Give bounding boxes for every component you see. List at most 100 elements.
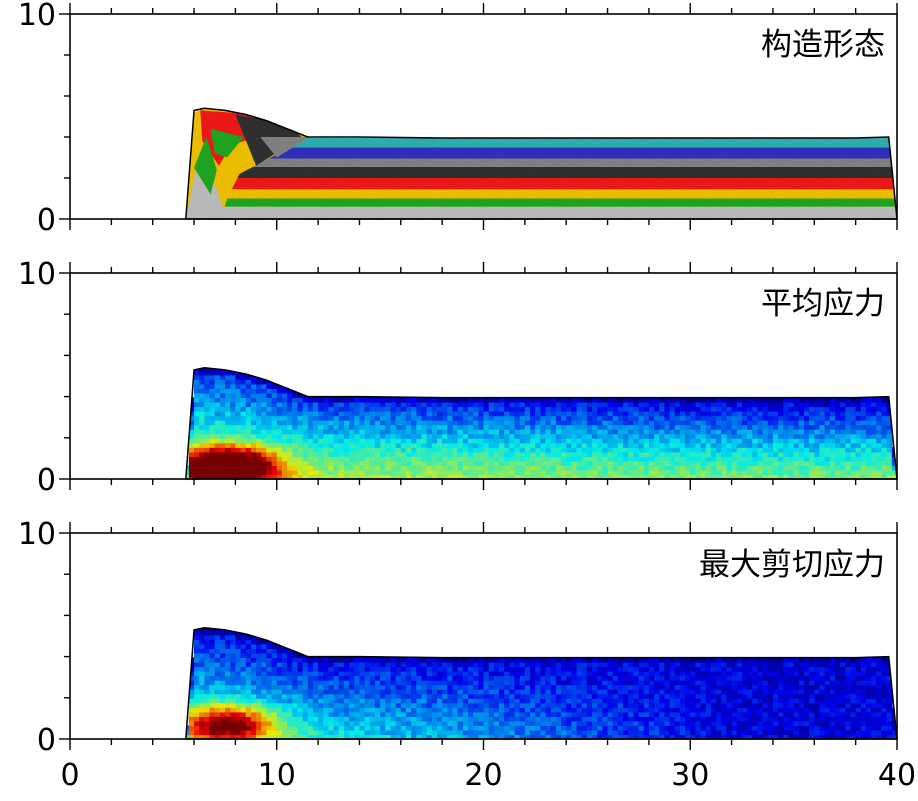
y-tick-label: 0 — [37, 463, 56, 498]
heat-cell — [240, 627, 247, 631]
heat-cell — [871, 388, 877, 394]
heat-cell — [281, 379, 288, 385]
heat-cell — [385, 388, 392, 394]
heat-cell — [312, 388, 319, 394]
heat-cell — [323, 648, 330, 654]
heat-cell — [374, 648, 381, 654]
heat-cell — [307, 648, 314, 654]
model-body — [185, 361, 897, 479]
heat-cell — [318, 388, 324, 394]
heat-cell — [349, 388, 355, 394]
heat-cell — [385, 648, 392, 654]
heat-cell — [333, 388, 340, 394]
heat-cell — [302, 388, 309, 394]
panel-title-mean-stress: 平均应力 — [761, 286, 885, 322]
heat-cell — [380, 388, 386, 394]
heat-cell — [266, 374, 273, 380]
heat-cell — [364, 648, 371, 654]
heat-cell — [333, 648, 340, 654]
heat-cell — [256, 630, 262, 636]
heat-cell — [204, 621, 210, 626]
heat-cell — [881, 388, 888, 394]
heat-cell — [359, 648, 366, 654]
heat-cell — [199, 621, 205, 626]
heat-cell — [400, 388, 407, 394]
heat-cell — [271, 374, 278, 380]
heat-cell — [210, 621, 216, 626]
heat-cell — [405, 388, 412, 394]
heat-cell — [235, 367, 242, 371]
heat-cell — [338, 648, 345, 654]
heat-cell — [405, 648, 412, 654]
heat-cell — [395, 648, 402, 654]
heat-cell — [390, 648, 397, 654]
panel-title-max-shear-stress: 最大剪切应力 — [699, 547, 885, 583]
panel-mean-stress: 平均应力 0 10 — [18, 257, 898, 498]
heat-cell — [349, 648, 355, 654]
heat-cell — [281, 639, 288, 645]
surface-outline — [184, 367, 898, 480]
heat-cell — [302, 648, 309, 654]
heat-cell — [266, 634, 273, 640]
heat-cell — [421, 388, 428, 394]
heat-cell — [250, 630, 257, 636]
heat-cell — [312, 648, 319, 654]
heat-cell — [292, 643, 299, 649]
heat-cell — [416, 648, 423, 654]
heat-cell — [354, 388, 361, 394]
heat-cell — [390, 388, 397, 394]
heat-cell — [245, 627, 252, 631]
heat-cell — [865, 388, 872, 394]
heat-cell — [271, 634, 278, 640]
heat-cell — [359, 388, 366, 394]
y-tick-label: 0 — [37, 203, 56, 238]
heat-cell — [199, 361, 205, 366]
heat-cell — [220, 621, 226, 626]
heat-cell — [380, 648, 386, 654]
heat-cell — [210, 361, 216, 366]
heat-cell — [240, 367, 247, 371]
heat-cell — [364, 388, 371, 394]
heat-cell — [276, 379, 283, 385]
heat-cell — [204, 361, 210, 366]
heat-cell — [318, 648, 324, 654]
heat-cell — [416, 388, 423, 394]
y-tick-label: 10 — [18, 257, 56, 292]
panel-structure: 构造形态 0 10 — [18, 0, 898, 238]
y-tick-label: 10 — [18, 0, 56, 33]
heat-cell — [400, 648, 407, 654]
heat-cell — [328, 388, 335, 394]
heat-cell — [421, 648, 428, 654]
heat-cell — [235, 627, 242, 631]
heat-cell — [245, 367, 252, 371]
heat-cell — [369, 648, 376, 654]
heat-cell — [292, 383, 299, 389]
heat-cell — [411, 648, 417, 654]
heat-cell — [343, 388, 350, 394]
heat-cell — [860, 388, 867, 394]
heat-cell — [307, 388, 314, 394]
surface-outline — [184, 107, 898, 220]
heat-cell — [328, 648, 335, 654]
heat-cell — [395, 388, 402, 394]
heat-cell — [369, 388, 376, 394]
heat-cell — [323, 388, 330, 394]
heat-cell — [230, 367, 236, 371]
heat-cell — [215, 621, 221, 626]
heat-cell — [338, 388, 345, 394]
heat-cell — [411, 388, 417, 394]
heat-cell — [354, 648, 361, 654]
heat-cell — [250, 370, 257, 376]
heat-cell — [256, 370, 262, 376]
heat-cell — [276, 639, 283, 645]
heat-cell — [194, 621, 200, 626]
heat-cell — [343, 648, 350, 654]
heat-cell — [876, 388, 883, 394]
heat-cell — [230, 627, 236, 631]
heat-cell — [220, 361, 226, 366]
panel-title-structure: 构造形态 — [761, 27, 885, 63]
heat-cell — [215, 361, 221, 366]
heat-cell — [374, 388, 381, 394]
